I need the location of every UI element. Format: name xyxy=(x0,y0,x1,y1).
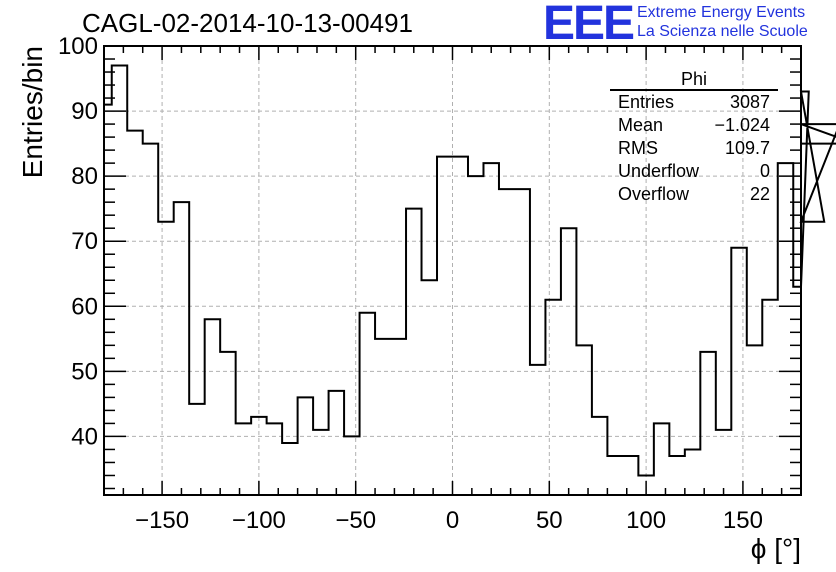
x-axis-title: ϕ [°] xyxy=(751,533,801,564)
y-tick-label: 80 xyxy=(71,163,98,190)
stats-label: Underflow xyxy=(618,161,700,181)
x-tick-label: 150 xyxy=(723,507,763,534)
stats-box: Phi Entries 3087 Mean −1.024 RMS 109.7 U… xyxy=(610,70,778,206)
y-tick-label: 90 xyxy=(71,98,98,125)
stats-row-entries: Entries 3087 xyxy=(610,91,778,114)
x-tick-labels: −150 −100 −50 0 50 100 150 xyxy=(135,507,763,534)
eee-logo-text: Extreme Energy Events La Scienza nelle S… xyxy=(637,3,808,41)
stats-title: Phi xyxy=(680,69,707,89)
y-tick-label: 100 xyxy=(58,33,98,60)
stats-label: RMS xyxy=(618,138,658,158)
eee-logo: EEE xyxy=(543,0,635,50)
grid xyxy=(104,45,801,495)
stats-value: 22 xyxy=(749,184,770,204)
x-tick-label: 0 xyxy=(446,507,459,534)
x-tick-label: −50 xyxy=(335,507,376,534)
stats-value: 109.7 xyxy=(724,138,770,158)
histogram-step-line xyxy=(104,64,836,477)
x-tick-label: 100 xyxy=(626,507,666,534)
stats-value: −1.024 xyxy=(714,115,770,135)
stats-row-mean: Mean −1.024 xyxy=(610,114,778,137)
stats-label: Entries xyxy=(618,92,675,112)
logo-line-2: La Scienza nelle Scuole xyxy=(637,23,808,40)
stats-label: Mean xyxy=(618,115,664,135)
y-tick-label: 40 xyxy=(71,423,98,450)
y-tick-label: 60 xyxy=(71,293,98,320)
stats-row-rms: RMS 109.7 xyxy=(610,137,778,160)
stats-divider xyxy=(610,89,778,91)
run-title: CAGL-02-2014-10-13-00491 xyxy=(82,8,413,38)
stats-row-underflow: Underflow 0 xyxy=(610,160,778,183)
x-tick-label: 50 xyxy=(536,507,563,534)
axis-ticks xyxy=(104,46,801,495)
logo-line-1: Extreme Energy Events xyxy=(637,4,806,21)
y-axis-title: Entries/bin xyxy=(17,46,48,178)
y-tick-label: 50 xyxy=(71,358,98,385)
stats-label: Overflow xyxy=(618,184,690,204)
stats-value: 3087 xyxy=(729,92,770,112)
x-tick-label: −150 xyxy=(135,507,189,534)
y-tick-labels: 40 50 60 70 80 90 100 xyxy=(58,33,98,450)
stats-value: 0 xyxy=(759,161,770,181)
x-tick-label: −100 xyxy=(232,507,286,534)
stats-row-overflow: Overflow 22 xyxy=(610,183,778,206)
y-tick-label: 70 xyxy=(71,228,98,255)
